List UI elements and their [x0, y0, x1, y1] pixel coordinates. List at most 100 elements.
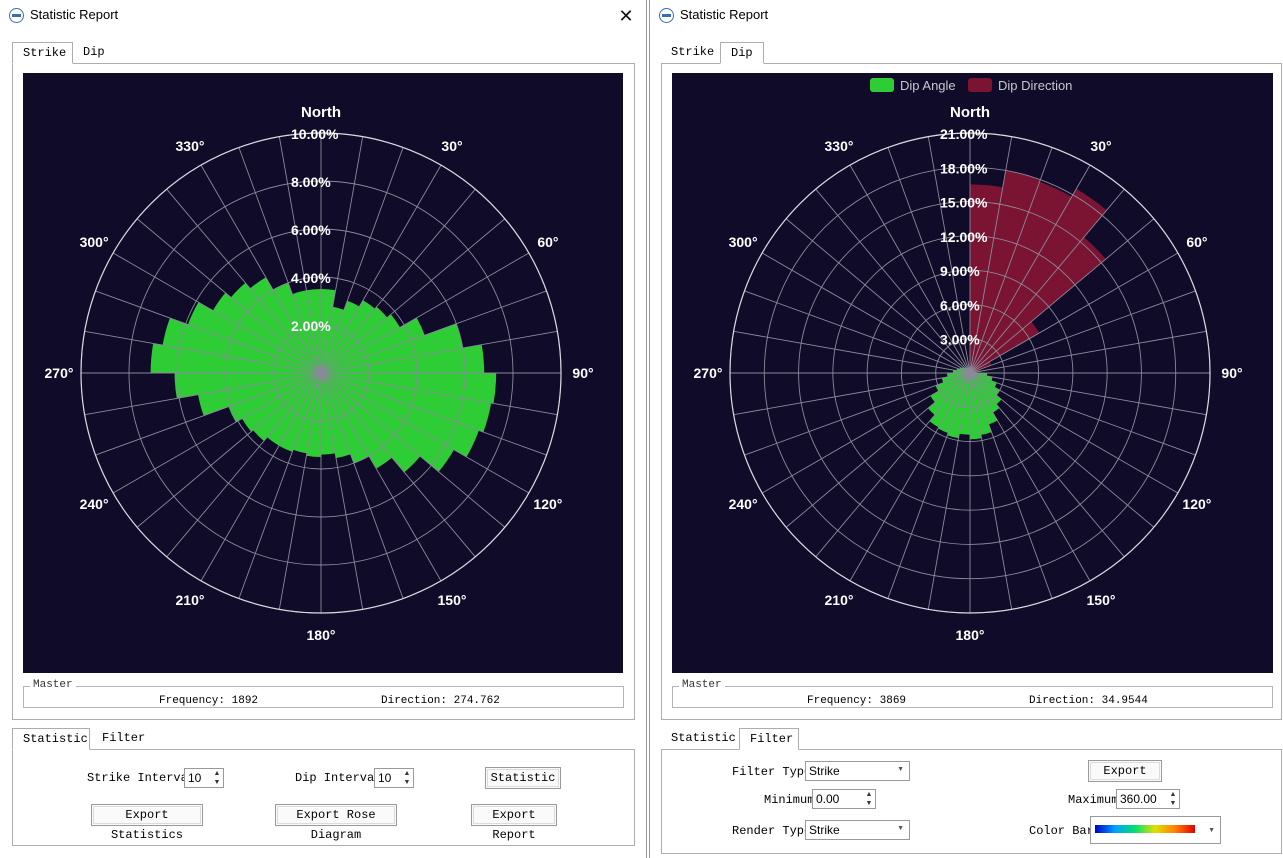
angle-label: 90°	[572, 365, 593, 381]
minimum-label: Minimum	[764, 793, 815, 807]
grid-spoke	[320, 372, 364, 610]
grid-spoke	[166, 188, 322, 374]
rose-wedge	[970, 373, 998, 425]
tab-strike[interactable]: Strike	[671, 45, 715, 59]
grid-spoke	[969, 372, 1013, 610]
grid-spoke	[278, 136, 322, 374]
spin-up-icon[interactable]: ▲	[403, 769, 411, 777]
export-button[interactable]: Export	[1088, 760, 1162, 782]
dip-interval-label: Dip Interval	[295, 771, 382, 785]
grid-spoke	[320, 147, 404, 374]
angle-label: 240°	[729, 496, 758, 512]
north-label: North	[950, 104, 990, 121]
tab-filter[interactable]: Filter	[739, 728, 799, 750]
tab-dip[interactable]: Dip	[720, 42, 764, 64]
chevron-down-icon: ▼	[1208, 826, 1215, 834]
master-group: Master Frequency: 1892 Direction: 274.76…	[23, 679, 624, 708]
rose-wedge	[970, 181, 1072, 373]
statistic-button[interactable]: Statistic	[485, 767, 561, 789]
grid-ring	[798, 201, 1142, 545]
grid-spoke	[238, 147, 322, 374]
rose-wedge	[273, 282, 321, 373]
grid-spoke	[887, 147, 971, 374]
grid-spoke	[744, 372, 971, 456]
grid-spoke	[785, 372, 971, 528]
grid-spoke	[761, 252, 971, 374]
rose-chart-svg: 3.00% 6.00% 9.00% 12.00% 15.00% 18.00% 21.00% N…	[694, 78, 1243, 643]
grid-ring	[272, 324, 370, 422]
grid-spoke	[320, 252, 530, 374]
rose-wedge	[321, 373, 369, 464]
filter-type-label: Filter Type	[732, 765, 812, 779]
angle-label: 270°	[694, 365, 723, 381]
angle-label: 60°	[1186, 234, 1207, 250]
rose-wedge	[228, 373, 321, 423]
render-type-select[interactable]: Strike ▼	[805, 820, 910, 840]
export-statistics-button[interactable]: Export Statistics	[91, 804, 203, 842]
spin-down-icon[interactable]: ▼	[1169, 799, 1177, 807]
spin-down-icon[interactable]: ▼	[213, 778, 221, 786]
legend-swatch	[968, 78, 992, 92]
color-bar-select[interactable]: ▼	[1090, 816, 1221, 844]
grid-spoke	[733, 330, 971, 374]
minimum-value: 0.00	[816, 792, 840, 806]
export-rose-diagram-button[interactable]: Export Rose Diagram	[275, 804, 397, 842]
radial-tick-label: 21.00%	[940, 126, 988, 142]
rose-wedge	[970, 373, 1002, 405]
angle-label: 330°	[176, 138, 205, 154]
tab-statistic[interactable]: Statistic	[671, 731, 736, 745]
grid-spoke	[95, 290, 322, 374]
bottom-tab-bar: Statistic Filter	[661, 728, 1281, 750]
spin-down-icon[interactable]: ▼	[865, 799, 873, 807]
window-title: Statistic Report	[680, 7, 769, 22]
group-title: Master	[679, 679, 725, 691]
export-report-button[interactable]: Export Report	[471, 804, 557, 842]
frequency-text: Frequency: 3869	[807, 695, 907, 707]
filter-panel: Filter Type Strike ▼ Export Minimum 0.00…	[661, 749, 1282, 854]
spin-up-icon[interactable]: ▲	[865, 790, 873, 798]
rose-wedge	[321, 373, 454, 472]
spin-up-icon[interactable]: ▲	[213, 769, 221, 777]
grid-spoke	[320, 372, 476, 558]
tab-statistic[interactable]: Statistic	[12, 728, 90, 750]
angle-label: 240°	[80, 496, 109, 512]
close-button[interactable]: ✕	[618, 6, 634, 26]
legend-label: Dip Direction	[998, 78, 1072, 93]
chevron-down-icon: ▼	[897, 824, 904, 832]
rose-wedge	[321, 306, 388, 373]
rose-chart-svg: 2.00% 4.00% 6.00% 8.00% 10.00% North 30° 60° 90°…	[45, 104, 594, 643]
title-bar: Statistic Report	[650, 0, 1283, 32]
rose-wedge	[930, 373, 970, 403]
angle-label: 300°	[80, 234, 109, 250]
angle-label: 60°	[537, 234, 558, 250]
grid-spoke	[744, 290, 971, 374]
grid-spoke	[112, 372, 322, 494]
render-type-value: Strike	[809, 823, 840, 837]
tab-dip[interactable]: Dip	[83, 45, 105, 59]
strike-interval-stepper[interactable]: 10 ▲ ▼	[184, 768, 224, 788]
filter-type-select[interactable]: Strike ▼	[805, 761, 910, 781]
strike-interval-value: 10	[188, 771, 202, 785]
chart-panel: 3.00% 6.00% 9.00% 12.00% 15.00% 18.00% 21.00% N…	[661, 63, 1282, 720]
dip-interval-stepper[interactable]: 10 ▲ ▼	[374, 768, 414, 788]
outer-ring	[80, 132, 562, 614]
grid-spoke	[761, 372, 971, 494]
grid-ring	[224, 276, 418, 470]
maximum-label: Maximum	[1068, 793, 1119, 807]
master-group: Master Frequency: 3869 Direction: 34.954…	[672, 679, 1273, 708]
maximum-stepper[interactable]: 360.00 ▲ ▼	[1116, 789, 1180, 809]
color-bar-label: Color Bar	[1029, 824, 1094, 838]
rose-wedge	[187, 302, 321, 373]
grid-spoke	[815, 372, 971, 558]
grid-spoke	[969, 136, 1013, 374]
grid-spoke	[166, 372, 322, 558]
spin-up-icon[interactable]: ▲	[1169, 790, 1177, 798]
angle-label: 120°	[1182, 496, 1211, 512]
grid-spoke	[136, 372, 322, 528]
chevron-down-icon: ▼	[897, 765, 904, 773]
tab-strike[interactable]: Strike	[12, 42, 73, 64]
radial-tick-label: 6.00%	[940, 297, 980, 313]
tab-filter[interactable]: Filter	[102, 731, 146, 745]
minimum-stepper[interactable]: 0.00 ▲ ▼	[812, 789, 876, 809]
spin-down-icon[interactable]: ▼	[403, 778, 411, 786]
